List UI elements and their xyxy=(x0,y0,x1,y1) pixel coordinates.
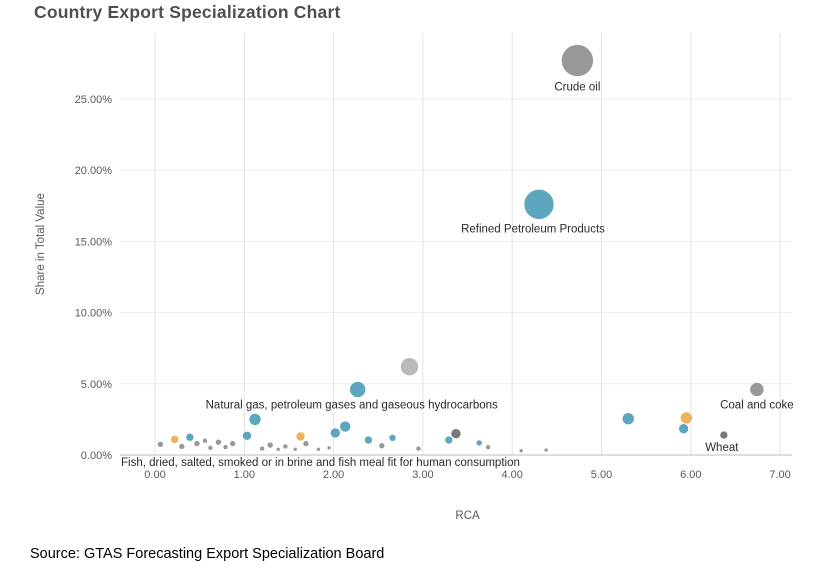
data-point[interactable] xyxy=(185,432,195,442)
data-point[interactable] xyxy=(400,357,419,377)
data-point[interactable] xyxy=(450,428,462,439)
data-point[interactable] xyxy=(292,447,298,452)
data-point[interactable] xyxy=(561,44,594,77)
y-axis-title: Share in Total Value xyxy=(35,193,47,295)
axes-group: 0.00 1.00 2.00 3.00 4.00 5.00 6.00 7.00 0.00% 5.0… xyxy=(35,94,792,522)
data-point[interactable] xyxy=(475,439,483,447)
data-point[interactable] xyxy=(749,382,765,397)
x-axis-title: RCA xyxy=(455,510,480,522)
gridlines-group xyxy=(120,33,792,456)
x-tick-label: 4.00 xyxy=(501,469,522,481)
data-point[interactable] xyxy=(248,413,262,426)
data-point[interactable] xyxy=(229,440,236,447)
x-tick-label: 1.00 xyxy=(234,469,255,481)
point-annotation: Refined Petroleum Products xyxy=(461,223,605,235)
annotations-group: Crude oil Refined Petroleum Products Natur… xyxy=(121,82,794,469)
data-point[interactable] xyxy=(680,411,693,425)
x-tick-label: 5.00 xyxy=(591,469,612,481)
data-point[interactable] xyxy=(282,443,289,450)
x-tick-label: 7.00 xyxy=(769,469,790,481)
data-point[interactable] xyxy=(518,448,524,454)
data-point[interactable] xyxy=(485,444,491,450)
point-annotation: Crude oil xyxy=(554,82,600,94)
y-tick-label: 20.00% xyxy=(75,165,113,177)
data-point[interactable] xyxy=(330,427,341,439)
y-tick-label: 10.00% xyxy=(75,308,113,320)
point-annotation: Coal and coke xyxy=(720,399,794,411)
source-caption: Source: GTAS Forecasting Export Speciali… xyxy=(30,546,385,562)
data-point[interactable] xyxy=(326,445,332,451)
data-point[interactable] xyxy=(339,420,352,433)
data-point[interactable] xyxy=(364,435,373,445)
data-point[interactable] xyxy=(202,437,208,444)
data-point[interactable] xyxy=(178,443,186,450)
y-tick-label: 25.00% xyxy=(75,94,113,106)
points-group xyxy=(157,44,765,454)
point-annotation: Wheat xyxy=(705,442,739,454)
data-point[interactable] xyxy=(157,441,164,448)
data-point[interactable] xyxy=(415,445,422,452)
data-point[interactable] xyxy=(275,447,281,452)
data-point[interactable] xyxy=(266,441,274,449)
data-point[interactable] xyxy=(388,434,397,442)
chart-title: Country Export Specialization Chart xyxy=(34,2,341,22)
point-annotation: Fish, dried, salted, smoked or in brine … xyxy=(121,457,520,469)
y-tick-label: 15.00% xyxy=(75,236,113,248)
data-point[interactable] xyxy=(242,430,252,441)
data-point[interactable] xyxy=(349,381,367,398)
point-annotation: Natural gas, petroleum gases and gaseous… xyxy=(206,399,498,411)
x-tick-label: 3.00 xyxy=(412,469,433,481)
x-tick-label: 6.00 xyxy=(680,469,701,481)
y-tick-label: 5.00% xyxy=(81,379,112,391)
data-point[interactable] xyxy=(621,412,635,425)
data-point[interactable] xyxy=(259,445,265,452)
x-tick-label: 2.00 xyxy=(323,469,344,481)
data-point[interactable] xyxy=(222,444,229,450)
data-point[interactable] xyxy=(444,435,454,445)
scatter-plot: 0.00 1.00 2.00 3.00 4.00 5.00 6.00 7.00 0.00% 5.0… xyxy=(35,33,794,522)
data-point[interactable] xyxy=(378,442,386,450)
y-tick-label: 0.00% xyxy=(81,450,112,462)
data-point[interactable] xyxy=(215,438,222,446)
data-point[interactable] xyxy=(316,447,321,452)
data-point[interactable] xyxy=(719,430,729,440)
data-point[interactable] xyxy=(523,189,555,220)
data-point[interactable] xyxy=(193,440,201,447)
x-tick-label: 0.00 xyxy=(144,469,165,481)
data-point[interactable] xyxy=(678,423,689,434)
data-point[interactable] xyxy=(295,431,306,442)
data-point[interactable] xyxy=(302,440,310,447)
data-point[interactable] xyxy=(543,447,549,453)
data-point[interactable] xyxy=(170,435,179,444)
data-point[interactable] xyxy=(207,445,214,451)
